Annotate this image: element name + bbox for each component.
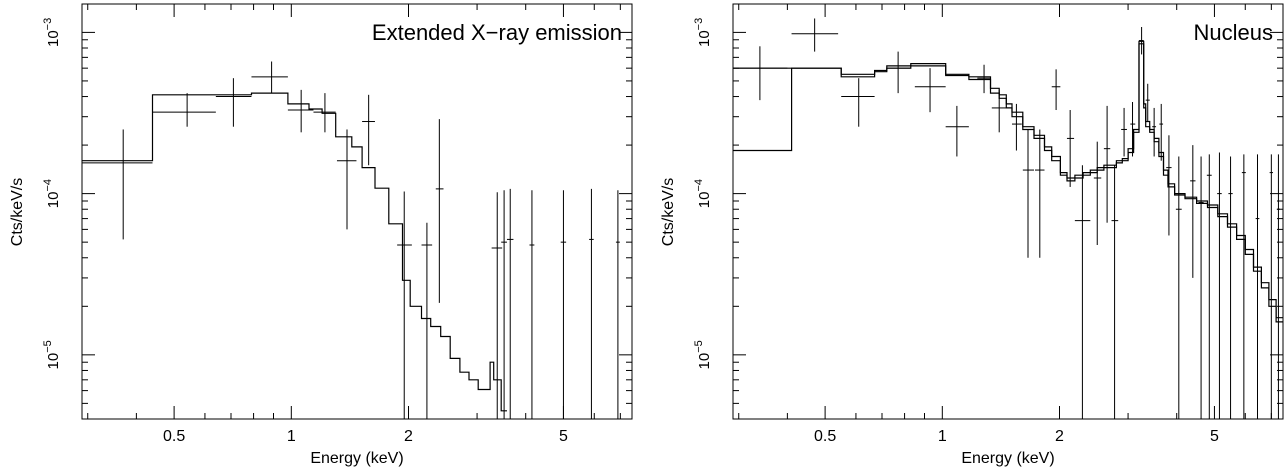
data-point: [886, 51, 911, 94]
data-point: [435, 119, 444, 303]
data-point: [529, 190, 535, 419]
x-tick-label: 0.5: [163, 428, 185, 445]
data-point: [336, 129, 357, 230]
data-point: [1130, 102, 1136, 157]
model-step-line: [733, 40, 1283, 319]
y-tick-label: 10−3: [42, 18, 62, 47]
y-tick-label: 10−5: [693, 340, 713, 369]
model-step-line: [733, 43, 1283, 323]
data-point: [362, 94, 375, 166]
data-point: [589, 188, 594, 419]
data-point: [1276, 154, 1281, 419]
model-step-line: [82, 92, 507, 412]
y-tick-label: 10−5: [42, 340, 62, 369]
y-tick-label: 10−4: [693, 179, 713, 208]
data-point: [615, 190, 620, 419]
data-point: [1051, 69, 1061, 111]
nucleus-panel: Nucleus Energy (keV) Cts/keV/s 0.5 1 2 5 10−…: [660, 3, 1284, 467]
data-point: [1022, 129, 1035, 258]
plot-frame: [81, 3, 633, 420]
x-tick-label: 0.5: [814, 428, 836, 445]
data-point: [152, 93, 216, 127]
data-point: [1145, 83, 1150, 122]
axis-ticks: 0.5 1 2 5 10−5 10−4 10−3: [42, 4, 632, 445]
data-point: [1228, 156, 1233, 419]
data-point: [215, 78, 252, 127]
data-point: [1011, 103, 1022, 151]
y-tick-label: 10−3: [693, 18, 713, 47]
x-tick-label: 1: [287, 428, 296, 445]
y-tick-label: 10−4: [42, 179, 62, 208]
data-point: [1255, 154, 1260, 419]
data-marks: [82, 61, 620, 419]
data-point: [1190, 145, 1196, 278]
chart-title: Extended X−ray emission: [372, 20, 622, 45]
x-axis-label: Energy (keV): [961, 450, 1054, 467]
data-point: [501, 190, 507, 419]
data-point: [1217, 152, 1222, 419]
data-point: [397, 191, 412, 419]
data-point: [82, 129, 153, 240]
data-point: [421, 222, 433, 419]
data-point: [1111, 165, 1119, 419]
data-point: [1198, 156, 1204, 419]
data-point: [1159, 103, 1164, 161]
data-point: [287, 89, 314, 133]
data-point: [1166, 135, 1172, 236]
data-point: [560, 190, 567, 419]
x-tick-label: 1: [938, 428, 947, 445]
extended-emission-panel: Extended X−ray emission Energy (keV) Cts…: [9, 3, 633, 467]
data-point: [841, 78, 875, 127]
data-point: [1241, 154, 1246, 419]
data-point: [791, 18, 839, 52]
y-axis-label: Cts/keV/s: [660, 178, 677, 246]
data-point: [914, 68, 946, 113]
data-point: [1269, 154, 1274, 419]
data-point: [1074, 165, 1091, 419]
data-point: [506, 188, 514, 419]
x-tick-label: 5: [1210, 428, 1219, 445]
data-point: [1103, 105, 1111, 223]
data-point: [1121, 107, 1127, 157]
y-axis-label: Cts/keV/s: [9, 178, 26, 246]
x-tick-label: 5: [559, 428, 568, 445]
plot-frame: [732, 3, 1284, 420]
data-point: [1034, 129, 1045, 258]
data-point: [1066, 110, 1075, 187]
data-marks: [733, 18, 1283, 419]
axis-ticks: 0.5 1 2 5 10−5 10−4 10−3: [693, 4, 1283, 445]
chart-title: Nucleus: [1194, 20, 1273, 45]
x-tick-label: 2: [404, 428, 413, 445]
data-point: [491, 192, 503, 419]
data-point: [1206, 154, 1212, 419]
data-point: [733, 46, 788, 101]
data-point: [1175, 156, 1182, 419]
data-point: [1093, 141, 1102, 246]
x-axis-label: Energy (keV): [310, 450, 403, 467]
data-point: [945, 105, 969, 157]
data-point: [251, 61, 288, 94]
x-tick-label: 2: [1055, 428, 1064, 445]
